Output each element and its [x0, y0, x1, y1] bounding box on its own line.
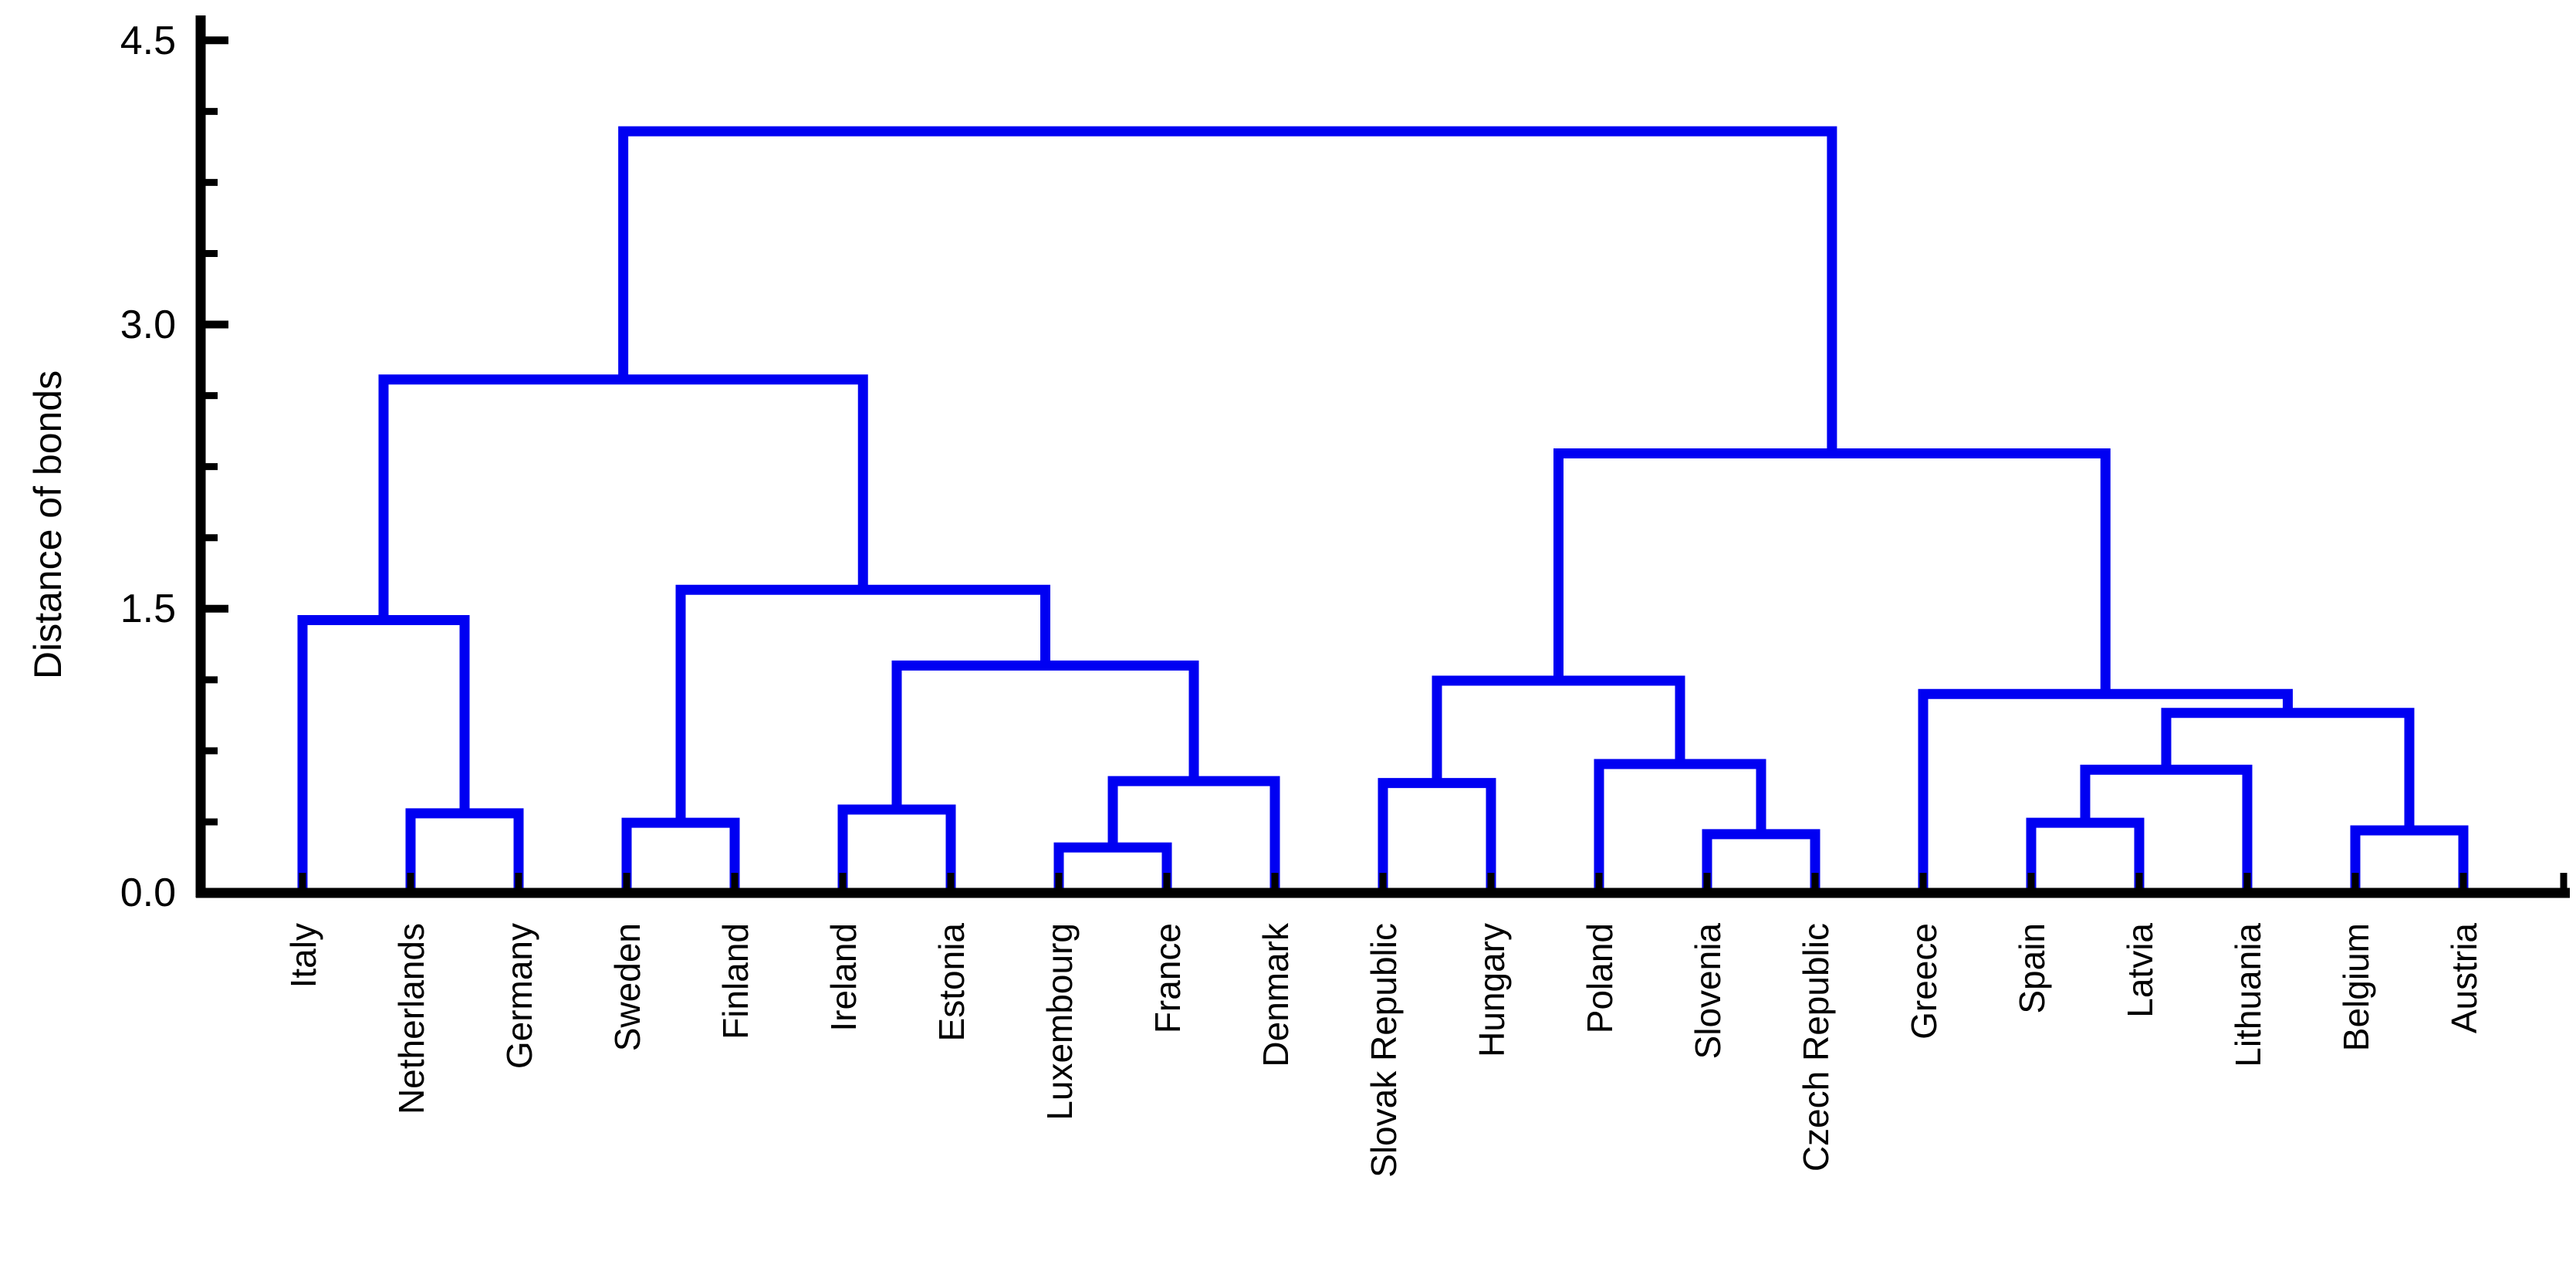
x-tick-label-netherlands: Netherlands: [391, 923, 431, 1114]
x-tick-label-latvia: Latvia: [2120, 923, 2160, 1018]
dendrogram-link-n10: [1378, 778, 1496, 893]
x-tick-label-belgium: Belgium: [2336, 923, 2376, 1051]
dendrogram-link-n1: [405, 808, 524, 893]
dendrogram-link-n14: [2026, 817, 2145, 893]
y-tick-label-0.0: 0.0: [120, 871, 176, 915]
x-tick-label-czech-republic: Czech Republic: [1796, 923, 1836, 1172]
dendrogram-link-n12: [1594, 759, 1766, 893]
x-tick-label-denmark: Denmark: [1256, 922, 1296, 1067]
dendrogram-link-n15: [2080, 764, 2253, 893]
x-tick-label-germany: Germany: [499, 923, 539, 1069]
dendrogram-link-n7: [891, 660, 1199, 810]
dendrogram-link-n20: [618, 126, 1837, 454]
dendrogram-link-n5: [1053, 842, 1172, 893]
x-tick-label-slovak-republic: Slovak Republic: [1364, 923, 1404, 1178]
dendrogram-link-n16: [2350, 825, 2469, 893]
x-tick-label-italy: Italy: [283, 923, 323, 988]
dendrogram-link-n2: [297, 614, 470, 893]
dendrogram-link-n9: [378, 374, 868, 620]
x-tick-label-spain: Spain: [2012, 923, 2052, 1014]
x-tick-label-luxembourg: Luxembourg: [1040, 923, 1080, 1121]
dendrogram-link-n3: [621, 817, 740, 893]
y-tick-label-1.5: 1.5: [120, 587, 176, 631]
x-tick-label-slovenia: Slovenia: [1688, 923, 1728, 1060]
x-tick-label-estonia: Estonia: [931, 923, 972, 1042]
y-tick-label-3.0: 3.0: [120, 303, 176, 347]
dendrogram-link-n11: [1702, 829, 1820, 893]
x-tick-label-ireland: Ireland: [823, 923, 864, 1032]
x-tick-label-sweden: Sweden: [607, 923, 647, 1051]
dendrogram-link-n8: [675, 584, 1050, 823]
x-tick-label-greece: Greece: [1904, 923, 1944, 1040]
y-axis-title: Distance of bonds: [26, 370, 69, 680]
dendrogram-link-n19: [1553, 448, 2111, 695]
x-tick-label-hungary: Hungary: [1472, 923, 1512, 1057]
dendrogram-link-n6: [1107, 776, 1280, 893]
x-tick-label-finland: Finland: [715, 923, 756, 1040]
x-tick-label-poland: Poland: [1580, 923, 1620, 1033]
dendrogram-link-n4: [837, 804, 956, 893]
x-tick-label-lithuania: Lithuania: [2228, 923, 2268, 1067]
x-tick-label-austria: Austria: [2444, 923, 2484, 1034]
y-tick-label-4.5: 4.5: [120, 19, 176, 63]
x-tick-label-france: France: [1148, 923, 1188, 1033]
dendrogram-link-n18: [1918, 688, 2293, 893]
